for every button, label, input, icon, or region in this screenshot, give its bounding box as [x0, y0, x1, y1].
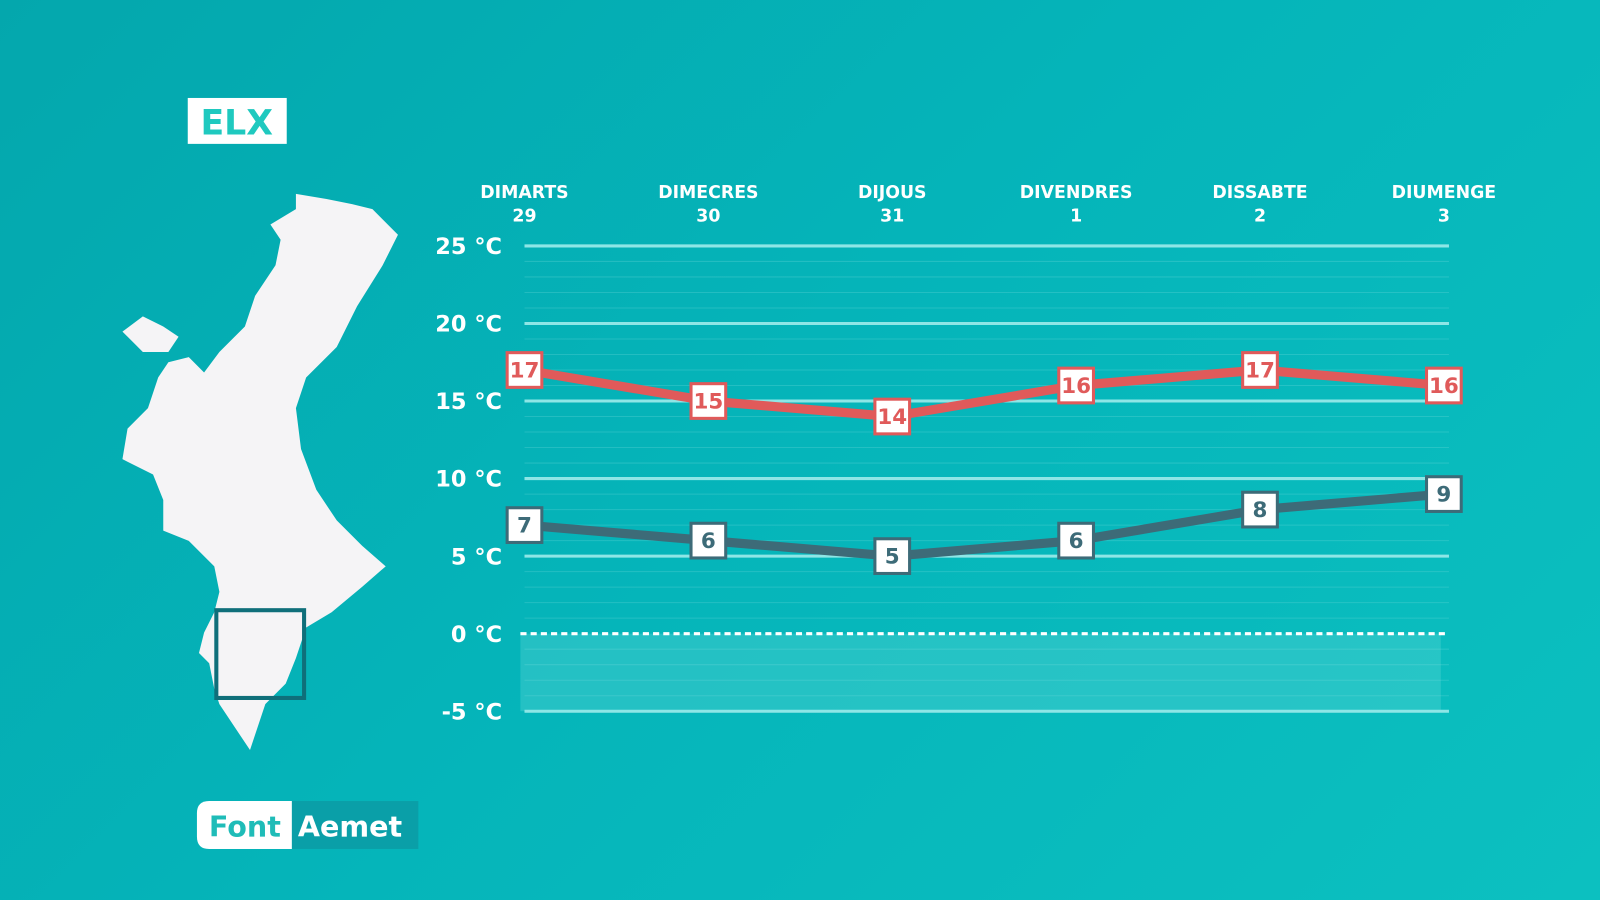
date-label: 3 [1438, 206, 1450, 226]
data-label: 5 [885, 545, 900, 570]
date-label: 2 [1254, 206, 1266, 226]
date-label: 29 [512, 206, 536, 226]
city-name: ELX [200, 104, 273, 144]
min-temp-point: 6 [1057, 521, 1095, 560]
data-label: 7 [517, 514, 532, 539]
map-shape [122, 193, 398, 750]
point-marker [1241, 490, 1279, 529]
min-temp-point: 9 [1425, 475, 1463, 513]
y-tick-label: 25 °C [435, 234, 502, 260]
y-tick-label: 20 °C [435, 312, 502, 338]
day-label: DISSABTE [1212, 183, 1307, 203]
data-label: 6 [1069, 529, 1084, 554]
point-marker [689, 521, 728, 560]
city-badge: ELX [187, 97, 287, 144]
max-temp-point: 15 [689, 382, 728, 420]
date-label: 30 [696, 206, 720, 226]
data-label: 6 [701, 529, 716, 554]
region-map [122, 193, 398, 750]
y-tick-label: 15 °C [435, 389, 502, 415]
day-label: DIMECRES [658, 183, 758, 203]
max-temp-point: 17 [1241, 351, 1279, 389]
data-label: 14 [877, 405, 907, 430]
data-label: 8 [1253, 498, 1268, 523]
point-marker [1057, 366, 1095, 405]
map-island [122, 316, 179, 353]
min-temp-line [524, 489, 1445, 561]
day-label: DIVENDRES [1020, 183, 1133, 203]
data-label: 15 [693, 390, 723, 415]
min-temp-point: 5 [873, 537, 912, 575]
min-temp-point: 7 [505, 506, 544, 544]
point-marker [689, 382, 728, 420]
temperature-chart: 25 °C 20 °C 15 °C 10 °C 5 °C 0 °C -5 °C DIMARTS… [435, 183, 1496, 725]
y-tick-label: -5 °C [442, 699, 502, 725]
data-label: 17 [510, 359, 540, 384]
below-zero-band [520, 633, 1441, 712]
point-marker [873, 397, 912, 436]
day-label: DIUMENGE [1392, 183, 1497, 203]
point-marker [505, 351, 544, 389]
day-label: DIJOUS [858, 183, 927, 203]
data-label: 16 [1061, 374, 1091, 399]
max-temp-point: 14 [873, 397, 912, 436]
y-tick-label: 10 °C [435, 467, 502, 493]
y-tick-label: 0 °C [451, 622, 502, 648]
max-temp-point: 17 [505, 351, 544, 389]
date-label: 1 [1070, 206, 1082, 226]
location-highlight-box [214, 608, 307, 700]
source-label: Font [209, 810, 281, 844]
point-marker [873, 537, 912, 575]
data-label: 9 [1436, 483, 1451, 508]
source-name: Aemet [298, 810, 402, 844]
date-label: 31 [880, 206, 904, 226]
point-marker [1425, 366, 1463, 405]
min-temp-point: 6 [689, 521, 728, 560]
max-temp-line [523, 365, 1445, 422]
max-temp-point: 16 [1425, 366, 1463, 405]
point-marker [505, 506, 544, 544]
point-marker [1057, 521, 1095, 560]
max-temp-point: 16 [1057, 366, 1095, 405]
min-temp-point: 8 [1241, 490, 1279, 529]
day-label: DIMARTS [480, 183, 568, 203]
point-marker [1241, 351, 1279, 389]
data-label: 16 [1429, 374, 1459, 399]
point-marker [1425, 475, 1463, 513]
data-label: 17 [1245, 359, 1275, 384]
source-badge: Font Aemet [196, 801, 419, 849]
y-tick-label: 5 °C [451, 544, 502, 570]
